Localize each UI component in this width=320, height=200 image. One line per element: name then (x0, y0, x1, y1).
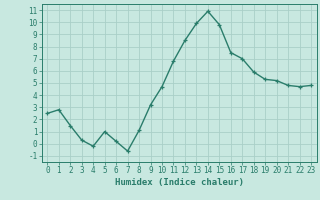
X-axis label: Humidex (Indice chaleur): Humidex (Indice chaleur) (115, 178, 244, 187)
